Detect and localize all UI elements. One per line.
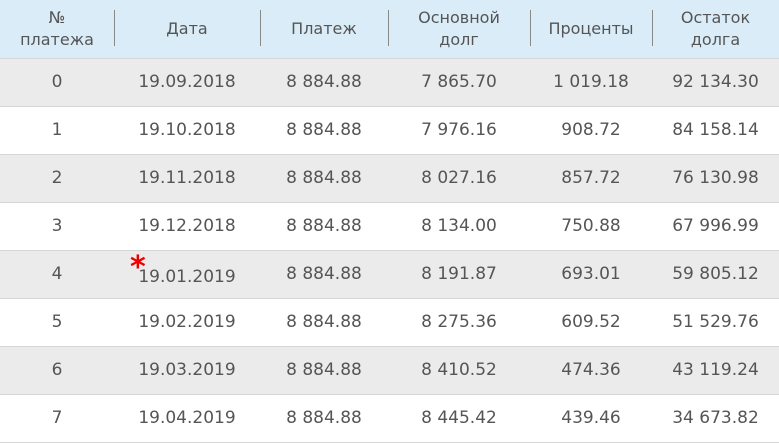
- table-row: 6 19.03.2019 8 884.88 8 410.52 474.36 43 119.…: [0, 346, 779, 394]
- cell-principal: 7 976.16: [421, 120, 497, 140]
- table-row: 4 * 19.01.2019 8 884.88 8 191.87 693.01 59 805…: [0, 250, 779, 298]
- cell-principal: 8 191.87: [421, 264, 497, 284]
- cell-date: 19.11.2018: [138, 168, 236, 188]
- cell-interest: 857.72: [561, 168, 621, 188]
- cell-payment: 8 884.88: [286, 72, 362, 92]
- cell-principal: 8 275.36: [421, 312, 497, 332]
- table-body: 0 19.09.2018 8 884.88 7 865.70 1 019.18 92 13…: [0, 58, 779, 442]
- column-header-interest: Проценты: [530, 0, 652, 58]
- cell-value: 19.01.2019: [138, 267, 236, 287]
- cell-payment-number: 4: [51, 264, 63, 284]
- column-header-label: долга: [690, 29, 741, 49]
- column-header-label: Дата: [166, 18, 208, 38]
- cell-payment: 8 884.88: [286, 360, 362, 380]
- column-header-label: Остаток: [680, 7, 751, 27]
- column-header-payment-number: № платежа: [0, 0, 114, 58]
- cell-balance: 92 134.30: [672, 72, 759, 92]
- cell-balance: 43 119.24: [672, 360, 759, 380]
- cell-balance: 51 529.76: [672, 312, 759, 332]
- column-divider: [530, 10, 531, 46]
- cell-interest: 693.01: [561, 264, 621, 284]
- asterisk-marker-icon: *: [130, 249, 146, 285]
- cell-payment: 8 884.88: [286, 312, 362, 332]
- cell-date: * 19.01.2019: [114, 250, 260, 298]
- column-header-date: Дата: [114, 0, 260, 58]
- cell-payment-number: 6: [51, 360, 63, 380]
- column-header-label: Проценты: [548, 18, 634, 38]
- cell-balance: 67 996.99: [672, 216, 759, 236]
- cell-payment: 8 884.88: [286, 120, 362, 140]
- cell-principal: 7 865.70: [421, 72, 497, 92]
- cell-date: 19.12.2018: [138, 216, 236, 236]
- cell-date: 19.04.2019: [138, 408, 236, 428]
- cell-balance: 34 673.82: [672, 408, 759, 428]
- cell-date: 19.09.2018: [138, 72, 236, 92]
- cell-payment-number: 5: [51, 312, 63, 332]
- cell-balance: 84 158.14: [672, 120, 759, 140]
- cell-balance: 76 130.98: [672, 168, 759, 188]
- table-row: 0 19.09.2018 8 884.88 7 865.70 1 019.18 92 13…: [0, 58, 779, 106]
- cell-payment-number: 0: [51, 72, 63, 92]
- column-header-label: долг: [439, 29, 479, 49]
- cell-interest: 474.36: [561, 360, 621, 380]
- cell-interest: 439.46: [561, 408, 621, 428]
- table-row: 2 19.11.2018 8 884.88 8 027.16 857.72 76 130.…: [0, 154, 779, 202]
- cell-payment: 8 884.88: [286, 408, 362, 428]
- table-row: 5 19.02.2019 8 884.88 8 275.36 609.52 51 529.…: [0, 298, 779, 346]
- column-header-label: платежа: [20, 29, 94, 49]
- column-divider: [388, 10, 389, 46]
- column-divider: [652, 10, 653, 46]
- cell-principal: 8 027.16: [421, 168, 497, 188]
- column-header-payment: Платеж: [260, 0, 388, 58]
- cell-interest: 908.72: [561, 120, 621, 140]
- cell-payment: 8 884.88: [286, 264, 362, 284]
- cell-principal: 8 445.42: [421, 408, 497, 428]
- cell-payment: 8 884.88: [286, 216, 362, 236]
- cell-interest: 750.88: [561, 216, 621, 236]
- cell-date: 19.03.2019: [138, 360, 236, 380]
- column-header-label: Основной: [418, 7, 500, 27]
- cell-date: 19.10.2018: [138, 120, 236, 140]
- column-divider: [114, 10, 115, 46]
- table-row: 1 19.10.2018 8 884.88 7 976.16 908.72 84 158.…: [0, 106, 779, 154]
- table-row: 7 19.04.2019 8 884.88 8 445.42 439.46 34 673.…: [0, 394, 779, 442]
- cell-payment-number: 2: [51, 168, 63, 188]
- cell-interest: 609.52: [561, 312, 621, 332]
- column-header-balance: Остаток долга: [652, 0, 779, 58]
- cell-payment-number: 7: [51, 408, 63, 428]
- cell-date: 19.02.2019: [138, 312, 236, 332]
- column-header-principal: Основной долг: [388, 0, 530, 58]
- cell-interest: 1 019.18: [553, 72, 629, 92]
- cell-balance: 59 805.12: [672, 264, 759, 284]
- header-row: № платежа Дата Платеж Основной долг Проценты Ос…: [0, 0, 779, 58]
- table-row: 3 19.12.2018 8 884.88 8 134.00 750.88 67 996.…: [0, 202, 779, 250]
- cell-payment: 8 884.88: [286, 168, 362, 188]
- column-divider: [260, 10, 261, 46]
- table-header: № платежа Дата Платеж Основной долг Проценты Ос…: [0, 0, 779, 58]
- column-header-label: Платеж: [291, 18, 357, 38]
- cell-payment-number: 1: [51, 120, 63, 140]
- cell-payment-number: 3: [51, 216, 63, 236]
- cell-principal: 8 410.52: [421, 360, 497, 380]
- cell-principal: 8 134.00: [421, 216, 497, 236]
- column-header-label: №: [48, 7, 66, 27]
